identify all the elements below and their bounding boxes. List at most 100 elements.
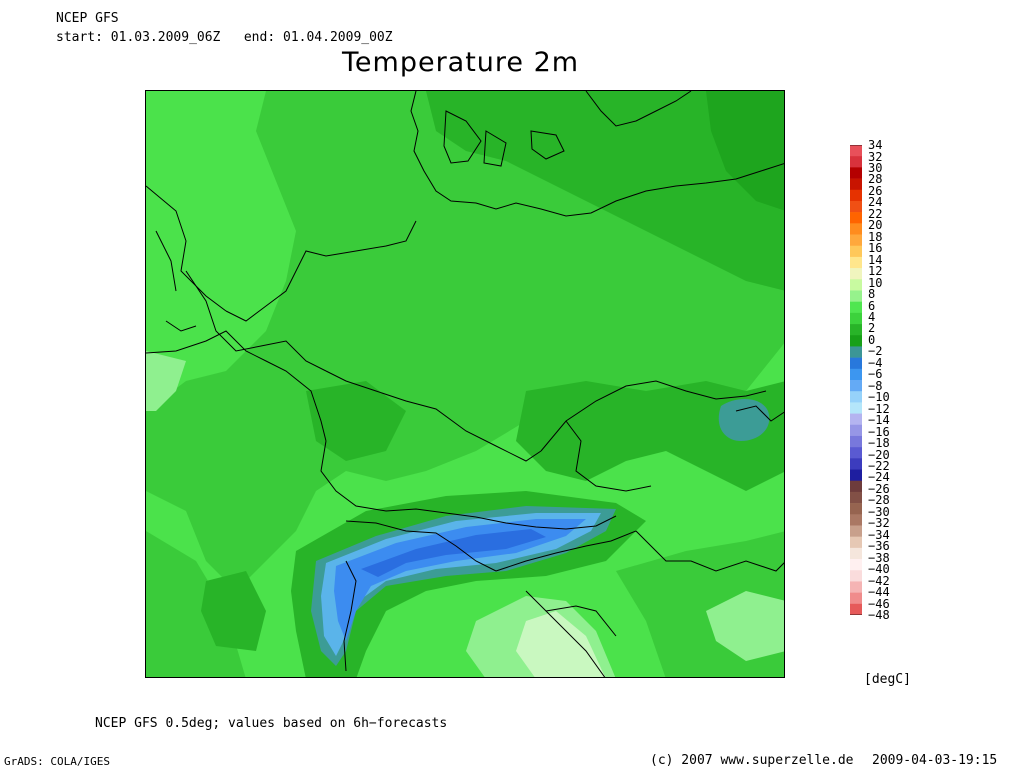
colorbar-tick-label: −14 xyxy=(868,413,890,428)
colorbar-tick-label: −2 xyxy=(868,344,883,359)
colorbar-tick-label: −34 xyxy=(868,527,890,542)
colorbar xyxy=(849,136,863,624)
colorbar-tick-label: 0 xyxy=(868,332,876,347)
colorbar-cell xyxy=(850,301,862,314)
temp-zone-0-2-northeast xyxy=(706,91,784,211)
colorbar-tick-label: 18 xyxy=(868,229,883,244)
colorbar-cell xyxy=(850,525,862,537)
colorbar-cell xyxy=(850,156,862,168)
colorbar-cell xyxy=(850,491,862,504)
map-svg xyxy=(146,91,784,677)
colorbar-tick-label: 32 xyxy=(868,149,883,164)
colorbar-cell xyxy=(850,234,862,247)
colorbar-cell xyxy=(850,603,862,616)
colorbar-tick-label: −26 xyxy=(868,481,890,496)
coastlines-and-borders xyxy=(146,91,784,677)
colorbar-tick-label: −32 xyxy=(868,516,890,531)
colorbar-tick-label: −30 xyxy=(868,504,890,519)
colorbar-tick-label: 4 xyxy=(868,310,876,324)
colorbar-tick-label: −36 xyxy=(868,539,890,554)
colorbar-cell xyxy=(850,368,862,381)
colorbar-tick-label: −46 xyxy=(868,596,890,611)
copyright: (c) 2007 www.superzelle.de xyxy=(650,753,854,768)
temp-zone-below-0-carpathian xyxy=(718,399,770,441)
temperature-map xyxy=(145,90,785,678)
colorbar-tick-label: −28 xyxy=(868,493,890,508)
chart-title: Temperature 2m xyxy=(342,47,580,78)
colorbar-cell xyxy=(850,189,862,202)
colorbar-cell xyxy=(850,167,862,179)
colorbar-cell xyxy=(850,480,862,493)
temp-zone-minus-6-alps xyxy=(361,529,546,577)
colorbar-tick-label: −6 xyxy=(868,367,883,382)
temp-zone-2-4-sw xyxy=(201,571,266,651)
colorbar-cell xyxy=(850,324,862,336)
colorbar-cell xyxy=(850,212,862,224)
colorbar-cell xyxy=(850,178,862,191)
temp-zone-2-4-west xyxy=(306,381,406,461)
colorbar-tick-label: 14 xyxy=(868,252,883,267)
colorbar-cell xyxy=(850,357,862,370)
colorbar-tick-label: 6 xyxy=(868,298,876,313)
colorbar-cell xyxy=(850,413,862,426)
end-value: 01.04.2009_00Z xyxy=(283,30,393,45)
colorbar-tick-label: 24 xyxy=(868,195,883,210)
colorbar-tick-label: 22 xyxy=(868,206,883,221)
colorbar-cell xyxy=(850,503,862,515)
temp-zone-6-8-west-coast xyxy=(146,351,186,411)
colorbar-tick-label: 10 xyxy=(868,275,883,290)
colorbar-cell xyxy=(850,145,862,157)
colorbar-cell xyxy=(850,335,862,347)
colorbar-cell xyxy=(850,391,862,403)
colorbar-cell xyxy=(850,279,862,291)
colorbar-tick-label: 16 xyxy=(868,241,883,256)
colorbar-cell xyxy=(850,536,862,549)
colorbar-tick-label: −44 xyxy=(868,585,890,600)
colorbar-cell xyxy=(850,402,862,414)
colorbar-tick-label: −16 xyxy=(868,424,890,439)
colorbar-tick-label: −22 xyxy=(868,459,890,473)
colorbar-tick-label: 2 xyxy=(868,321,876,336)
temp-zone-6-8-southeast xyxy=(706,591,784,661)
colorbar-tick-label: −18 xyxy=(868,436,890,450)
start-label: start: xyxy=(56,30,103,45)
temp-zone-minus-4-alps xyxy=(334,519,586,641)
colorbar-cell xyxy=(850,223,862,235)
colorbar-cell xyxy=(850,592,862,605)
colorbar-tick-label: 20 xyxy=(868,218,883,233)
colorbar-tick-label: −24 xyxy=(868,470,890,485)
timestamp: 2009-04-03-19:15 xyxy=(872,753,998,768)
colorbar-tick-label: −4 xyxy=(868,355,883,370)
model-note: NCEP GFS 0.5deg; values based on 6h−fore… xyxy=(95,716,448,731)
temp-zone-2-4-northeast xyxy=(426,91,784,291)
colorbar-cell xyxy=(850,312,862,325)
colorbar-cell xyxy=(850,290,862,302)
colorbar-cell xyxy=(850,447,862,459)
temp-zone-8-10-adriatic xyxy=(516,611,606,677)
colorbar-tick-label: −38 xyxy=(868,550,890,565)
colorbar-cell xyxy=(850,435,862,448)
colorbar-unit: [degC] xyxy=(864,672,911,687)
model-source: NCEP GFS xyxy=(56,11,119,26)
date-range: start: 01.03.2009_06Z end: 01.04.2009_00… xyxy=(56,31,393,45)
colorbar-tick-label: −48 xyxy=(868,608,890,622)
colorbar-tick-label: 30 xyxy=(868,160,883,175)
start-value: 01.03.2009_06Z xyxy=(110,30,221,45)
colorbar-tick-label: 12 xyxy=(868,264,883,279)
colorbar-cell xyxy=(850,245,862,258)
colorbar-cell xyxy=(850,380,862,392)
colorbar-cell xyxy=(850,346,862,358)
colorbar-cell xyxy=(850,559,862,571)
colorbar-cell xyxy=(850,581,862,593)
colorbar-tick-label: −42 xyxy=(868,573,890,588)
colorbar-tick-label: 34 xyxy=(868,138,883,152)
colorbar-cell xyxy=(850,547,862,560)
colorbar-tick-label: −20 xyxy=(868,447,890,462)
temp-zone-2-4-center xyxy=(516,381,784,491)
colorbar-cell xyxy=(850,200,862,213)
grads-credit: GrADS: COLA/IGES xyxy=(4,755,110,768)
colorbar-cell xyxy=(850,256,862,269)
colorbar-cell xyxy=(850,570,862,582)
colorbar-cell xyxy=(850,469,862,482)
colorbar-tick-label: 8 xyxy=(868,287,876,301)
